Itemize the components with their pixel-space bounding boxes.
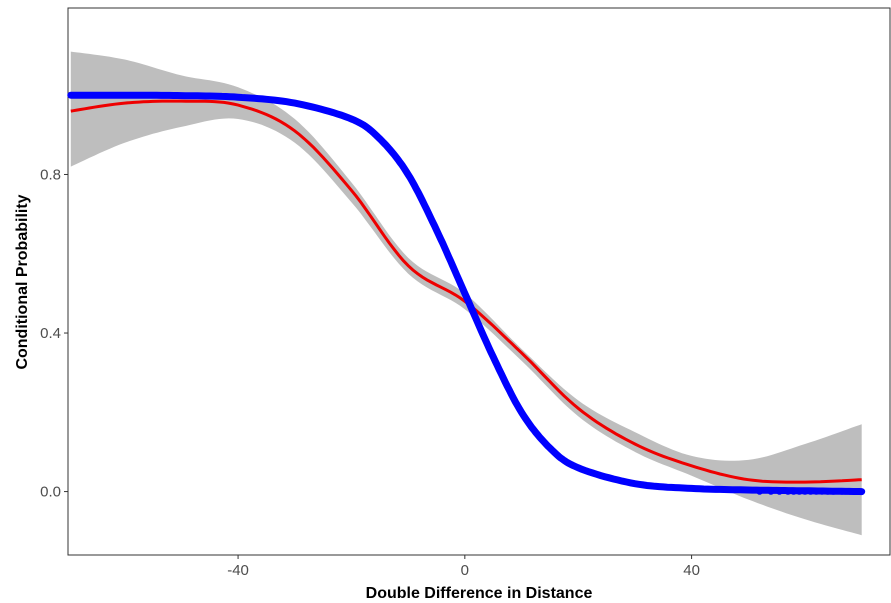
observation-points (67, 92, 863, 495)
x-axis-ticks: -40 0 40 (227, 555, 700, 579)
data-point (790, 488, 797, 495)
data-point (128, 92, 135, 99)
data-point (101, 92, 109, 99)
data-point (818, 488, 826, 495)
data-point (73, 92, 80, 99)
y-tick-label: 0.4 (40, 325, 61, 342)
data-point (824, 488, 831, 495)
y-tick-label: 0.0 (40, 484, 61, 501)
plot-layer (67, 51, 866, 536)
x-tick-label: -40 (227, 562, 249, 579)
data-point (801, 488, 809, 495)
y-axis-title: Conditional Probability (14, 194, 31, 369)
data-point (132, 92, 140, 99)
y-tick-label: 0.8 (40, 166, 61, 183)
data-point (776, 488, 783, 495)
data-point (830, 488, 837, 495)
data-point (796, 488, 803, 495)
data-point (855, 488, 863, 495)
confidence-ribbon (70, 51, 862, 536)
data-point (115, 92, 123, 99)
data-point (67, 92, 75, 99)
data-point (813, 488, 820, 495)
data-point (767, 488, 775, 495)
data-point (756, 488, 763, 495)
data-point (81, 92, 89, 99)
x-tick-label: 0 (461, 562, 469, 579)
y-axis-ticks: 0.0 0.4 0.8 (40, 166, 68, 501)
logistic-curve (67, 91, 866, 496)
x-tick-label: 40 (683, 562, 700, 579)
data-point (807, 488, 814, 495)
data-point (847, 488, 854, 495)
data-point (93, 92, 100, 99)
data-point (838, 488, 846, 495)
data-point (784, 488, 792, 495)
x-axis-title: Double Difference in Distance (366, 585, 593, 602)
